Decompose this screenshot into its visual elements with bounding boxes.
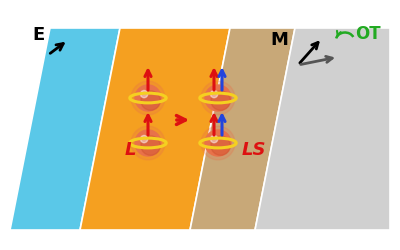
Circle shape [135,85,161,111]
Circle shape [135,130,161,156]
Circle shape [211,136,230,155]
Circle shape [205,85,231,111]
Circle shape [201,126,235,160]
Text: E: E [32,26,44,44]
Circle shape [141,136,160,155]
Text: L: L [124,141,136,159]
Circle shape [211,91,230,110]
Circle shape [210,90,218,98]
Polygon shape [80,28,230,230]
Circle shape [201,81,235,115]
Text: LS: LS [242,141,266,159]
Circle shape [131,81,165,115]
Circle shape [140,90,148,98]
Polygon shape [190,28,295,230]
Circle shape [131,126,165,160]
Circle shape [210,136,218,143]
Circle shape [141,91,160,110]
Polygon shape [255,28,390,230]
Text: M: M [270,31,288,49]
Circle shape [140,136,148,143]
Circle shape [205,130,231,156]
Text: OT: OT [355,25,381,43]
Polygon shape [10,28,120,230]
